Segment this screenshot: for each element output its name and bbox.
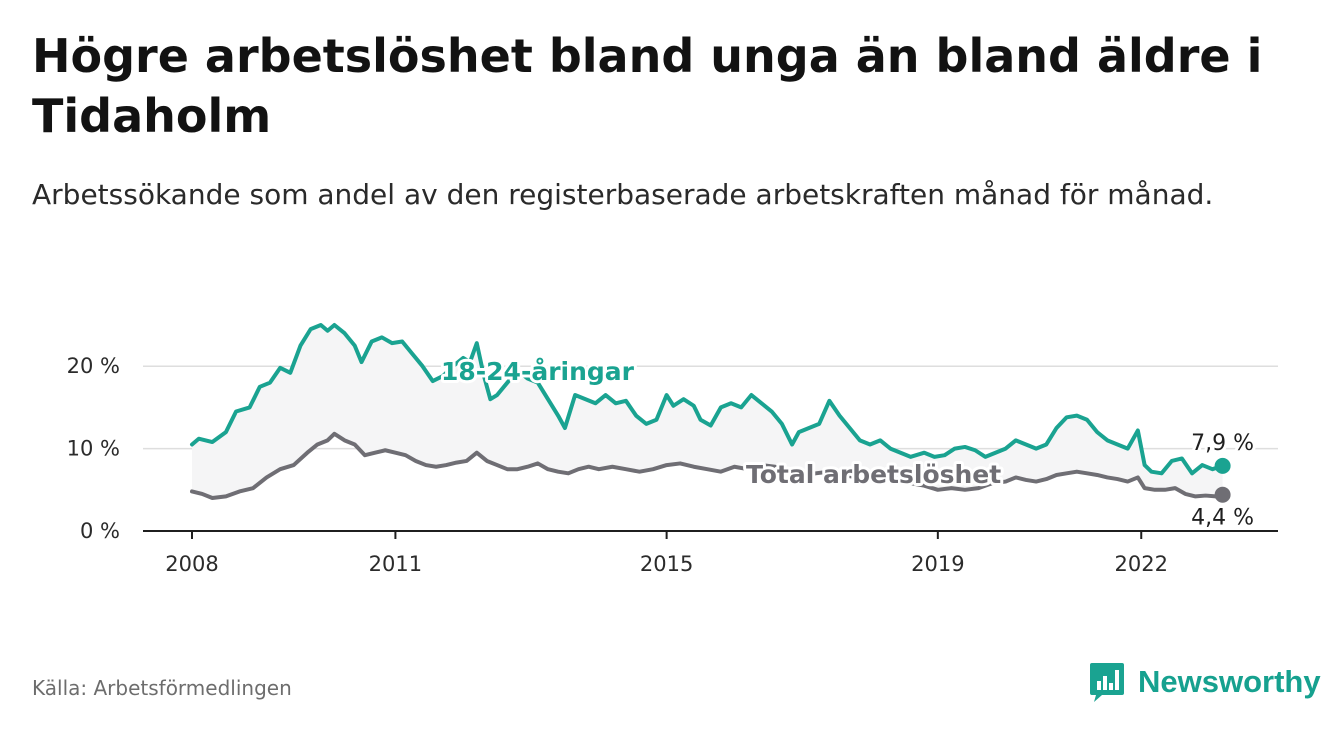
series-labels: 18-24-åringar Total arbetslöshet 7,9 % 4,4 … [438,354,1257,534]
y-tick-label: 20 % [67,354,120,378]
x-tick-label: 2008 [165,552,218,576]
x-tick-label: 2011 [369,552,422,576]
brand-logo[interactable]: Newsworthy [1088,660,1321,704]
end-label-youth: 7,9 % [1191,431,1254,456]
series-label-youth: 18-24-åringar [441,357,635,386]
chart-subtitle: Arbetssökande som andel av den registerb… [32,178,1214,211]
source-note: Källa: Arbetsförmedlingen [32,676,292,700]
range-band [192,325,1223,499]
chart-title: Högre arbetslöshet bland unga än bland ä… [32,29,1263,143]
end-point-total [1214,486,1231,503]
series-label-total: Total arbetslöshet [746,460,1001,489]
axes: 0 % 10 % 20 % 2008 2011 2015 2019 2022 [67,354,1278,576]
series-lines [190,323,1231,503]
newsworthy-logo-icon [1090,663,1124,702]
y-tick-label: 0 % [80,519,120,543]
end-label-total: 4,4 % [1191,506,1254,531]
x-tick-label: 2022 [1115,552,1168,576]
x-tick-label: 2015 [640,552,693,576]
y-tick-label: 10 % [67,437,120,461]
x-tick-label: 2019 [911,552,964,576]
brand-name: Newsworthy [1138,664,1321,699]
series-line-youth [190,323,1225,476]
series-line-total [190,431,1225,501]
end-point-youth [1214,457,1231,474]
